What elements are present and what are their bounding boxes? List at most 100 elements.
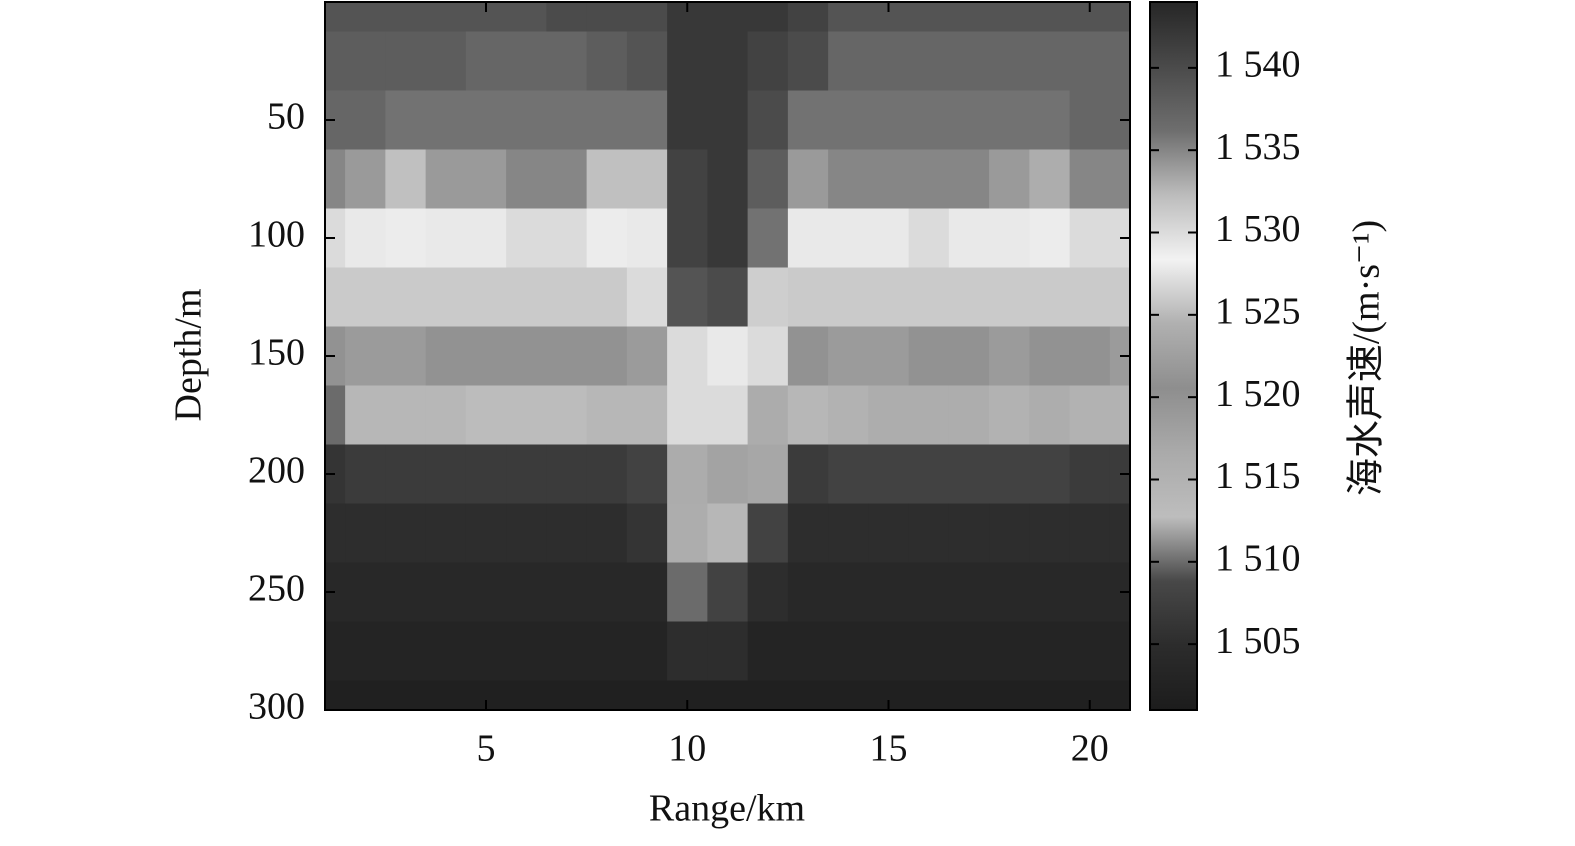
heat-cell <box>908 444 950 505</box>
heat-cell <box>747 2 789 33</box>
heat-cell <box>908 385 950 446</box>
heat-cell <box>385 444 427 505</box>
heat-cell <box>586 90 628 151</box>
heat-cell <box>425 503 467 564</box>
heat-cell <box>747 444 789 505</box>
heat-cell <box>425 208 467 269</box>
heat-cell <box>747 326 789 387</box>
heat-cell <box>506 385 547 446</box>
colorbar <box>1149 1 1198 711</box>
heat-cell <box>989 562 1030 623</box>
heat-cell <box>626 149 668 210</box>
heat-cell <box>707 149 749 210</box>
heat-cell <box>787 208 829 269</box>
heat-cell <box>325 267 346 328</box>
heat-cell <box>325 562 346 623</box>
heat-cell <box>1109 562 1130 623</box>
heat-cell <box>948 149 990 210</box>
heat-cell <box>707 208 749 269</box>
heat-cell <box>586 621 628 682</box>
heat-cell <box>1029 267 1071 328</box>
heat-cell <box>385 267 427 328</box>
heat-cell <box>747 208 789 269</box>
heat-cell <box>586 326 628 387</box>
heat-cell <box>385 31 427 92</box>
heat-cell <box>787 31 829 92</box>
colorbar-tick-label: 1 540 <box>1215 44 1301 86</box>
heat-cell <box>948 385 990 446</box>
heat-cell <box>707 31 749 92</box>
heat-cell <box>1069 503 1111 564</box>
heat-cell <box>385 208 427 269</box>
x-axis-label: Range/km <box>649 788 805 830</box>
heat-cell <box>425 326 467 387</box>
heat-cell <box>948 444 990 505</box>
heat-cell <box>506 90 547 151</box>
heat-cell <box>1109 621 1130 682</box>
heat-cell <box>546 31 588 92</box>
heat-cell <box>667 621 708 682</box>
heat-cell <box>345 267 386 328</box>
heat-cell <box>828 385 869 446</box>
heat-cell <box>989 503 1030 564</box>
heat-cell <box>586 562 628 623</box>
heatmap <box>325 2 1130 710</box>
heat-cell <box>1109 2 1130 33</box>
heat-cell <box>465 208 507 269</box>
heat-cell <box>1109 149 1130 210</box>
x-tick-label: 20 <box>1071 728 1109 770</box>
heat-cell <box>707 90 749 151</box>
heat-cell <box>465 149 507 210</box>
heat-cell <box>325 503 346 564</box>
heat-cell <box>989 680 1030 710</box>
heat-cell <box>989 444 1030 505</box>
heat-cell <box>626 562 668 623</box>
heat-cell <box>325 621 346 682</box>
heat-cell <box>747 562 789 623</box>
heat-cell <box>828 503 869 564</box>
heat-cell <box>626 503 668 564</box>
heat-cell <box>345 444 386 505</box>
heat-cell <box>465 503 507 564</box>
heat-cell <box>868 621 910 682</box>
heat-cell <box>787 326 829 387</box>
heat-cell <box>425 385 467 446</box>
heat-cell <box>908 562 950 623</box>
heat-cell <box>868 385 910 446</box>
heat-cell <box>667 208 708 269</box>
heat-cell <box>1029 149 1071 210</box>
heat-cell <box>908 2 950 33</box>
heat-cell <box>325 149 346 210</box>
heat-cell <box>707 267 749 328</box>
heat-cell <box>626 444 668 505</box>
heat-cell <box>1029 208 1071 269</box>
heat-cell <box>626 208 668 269</box>
heat-cell <box>1109 385 1130 446</box>
heat-cell <box>868 267 910 328</box>
y-tick-label: 100 <box>248 214 305 256</box>
heat-cell <box>908 326 950 387</box>
heat-cell <box>1109 503 1130 564</box>
heat-cell <box>586 267 628 328</box>
x-tick-label: 15 <box>870 728 908 770</box>
heat-cell <box>1029 562 1071 623</box>
heat-cell <box>1109 31 1130 92</box>
heat-cell <box>948 503 990 564</box>
heat-cell <box>546 267 588 328</box>
heat-cell <box>1109 267 1130 328</box>
heat-cell <box>747 149 789 210</box>
heat-cell <box>626 2 668 33</box>
heat-cell <box>667 31 708 92</box>
heat-cell <box>1109 90 1130 151</box>
heat-cell <box>506 326 547 387</box>
heat-cell <box>828 2 869 33</box>
heat-cell <box>465 90 507 151</box>
heat-cell <box>325 208 346 269</box>
heat-cell <box>425 2 467 33</box>
heat-cell <box>908 503 950 564</box>
heat-cell <box>747 267 789 328</box>
heat-cell <box>868 444 910 505</box>
heat-cell <box>345 503 386 564</box>
heat-cell <box>586 31 628 92</box>
